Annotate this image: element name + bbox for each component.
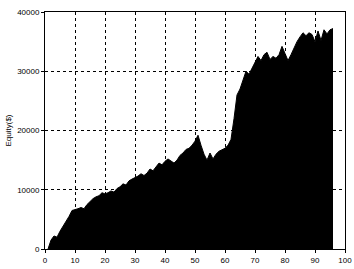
svg-text:70: 70 <box>251 256 260 265</box>
svg-text:30: 30 <box>131 256 140 265</box>
svg-text:20000: 20000 <box>17 126 40 135</box>
svg-text:0: 0 <box>35 245 40 254</box>
svg-text:100: 100 <box>338 256 352 265</box>
svg-text:10000: 10000 <box>17 186 40 195</box>
svg-text:80: 80 <box>281 256 290 265</box>
svg-text:60: 60 <box>221 256 230 265</box>
svg-text:10: 10 <box>71 256 80 265</box>
svg-text:20: 20 <box>101 256 110 265</box>
svg-text:50: 50 <box>191 256 200 265</box>
svg-text:Equity($): Equity($) <box>4 114 13 146</box>
svg-text:30000: 30000 <box>17 67 40 76</box>
svg-text:40: 40 <box>161 256 170 265</box>
svg-text:0: 0 <box>43 256 48 265</box>
svg-text:90: 90 <box>311 256 320 265</box>
svg-text:40000: 40000 <box>17 8 40 17</box>
